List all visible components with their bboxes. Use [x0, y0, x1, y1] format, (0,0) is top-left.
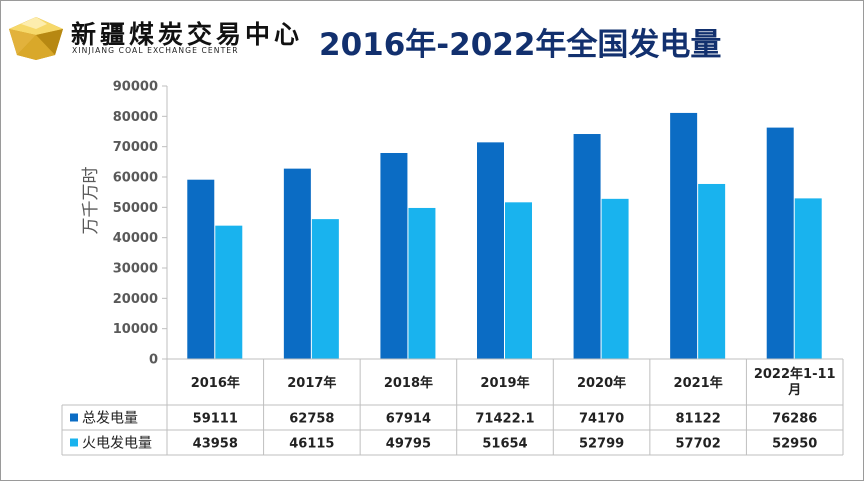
brand-name: 新疆煤炭交易中心: [71, 20, 304, 49]
data-table-value: 62758: [289, 412, 334, 427]
bar-thermal: [601, 198, 629, 359]
category-label: 2016年: [191, 375, 240, 391]
y-tick-label: 80000: [113, 110, 158, 125]
bar-thermal: [505, 202, 532, 359]
data-table-value: 76286: [772, 412, 817, 427]
bar-total: [477, 142, 504, 359]
bar-thermal: [408, 207, 436, 359]
bar-thermal: [311, 219, 339, 359]
data-table-value: 43958: [193, 437, 238, 452]
y-tick-label: 60000: [113, 171, 158, 186]
y-axis-title: 万千万时: [81, 167, 101, 235]
category-label: 2020年: [577, 375, 626, 391]
y-tick-label: 30000: [113, 262, 158, 277]
y-tick-label: 40000: [113, 231, 158, 246]
series-name: 总发电量: [82, 411, 138, 427]
category-label: 月: [787, 383, 801, 398]
bar-thermal: [698, 183, 726, 359]
category-label: 2022年1-11: [754, 366, 836, 382]
bar-thermal: [215, 225, 243, 359]
data-table-value: 74170: [579, 412, 624, 427]
bar-total: [670, 112, 698, 359]
data-table-value: 71422.1: [475, 412, 534, 427]
data-table-value: 51654: [482, 437, 527, 452]
data-table-value: 46115: [289, 437, 334, 452]
legend-key-total: [70, 413, 78, 422]
category-label: 2021年: [674, 375, 723, 391]
series-name: 火电发电量: [82, 436, 152, 452]
data-table-value: 52799: [579, 437, 624, 452]
page-title: 2016年-2022年全国发电量: [319, 27, 722, 63]
y-tick-label: 20000: [113, 292, 158, 307]
category-label: 2019年: [480, 375, 529, 391]
gold-gem-logo-icon: [9, 17, 63, 60]
data-table-value: 49795: [386, 437, 431, 452]
bar-thermal: [794, 198, 822, 359]
data-table-value: 52950: [772, 437, 817, 452]
category-label: 2018年: [384, 375, 433, 391]
bar-total: [573, 134, 601, 359]
bar-total: [766, 127, 794, 359]
y-tick-label: 10000: [113, 322, 158, 337]
y-tick-label: 50000: [113, 201, 158, 216]
legend-key-thermal: [70, 438, 78, 447]
y-tick-label: 0: [149, 353, 158, 368]
brand-name-english: XINJIANG COAL EXCHANGE CENTER: [72, 46, 239, 55]
data-table-value: 81122: [676, 412, 721, 427]
data-table-value: 57702: [676, 437, 721, 452]
y-tick-label: 90000: [113, 80, 158, 95]
category-label: 2017年: [287, 375, 336, 391]
bar-total: [187, 179, 215, 359]
bar-total: [380, 152, 408, 359]
data-table-value: 67914: [386, 412, 431, 427]
y-tick-label: 70000: [113, 140, 158, 155]
bar-total: [283, 168, 311, 359]
data-table-value: 59111: [193, 412, 238, 427]
